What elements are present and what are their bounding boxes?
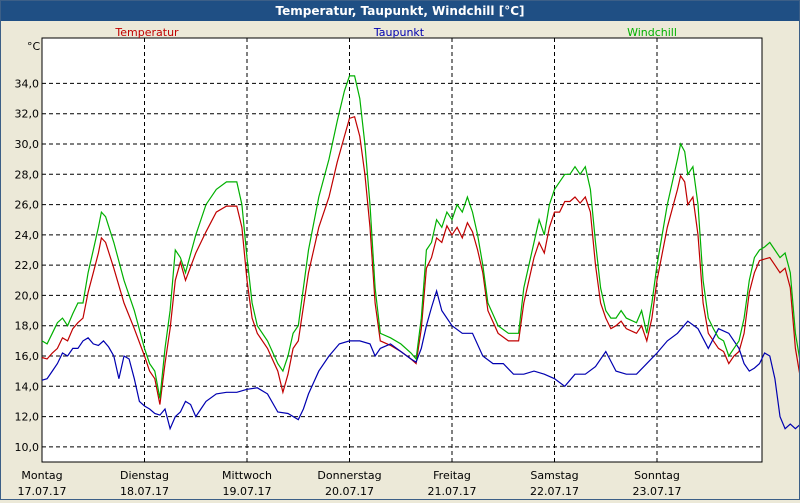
plot-background: [41, 37, 763, 463]
x-tick-day: Mittwoch: [222, 469, 272, 482]
legend-item-temperatur: Temperatur: [114, 26, 179, 39]
legend-item-windchill: Windchill: [627, 26, 677, 39]
x-tick-day: Donnerstag: [317, 469, 381, 482]
grid-lines: [42, 38, 762, 462]
x-tick-date: 22.07.17: [530, 485, 579, 498]
y-tick-label: 24,0: [15, 229, 40, 242]
y-tick-label: 10,0: [15, 441, 40, 454]
y-axis-unit-label: °C: [27, 40, 41, 53]
y-tick-label: 34,0: [15, 77, 40, 90]
x-tick-date: 17.07.17: [18, 485, 67, 498]
window-title: Temperatur, Taupunkt, Windchill [°C]: [1, 1, 799, 21]
x-tick-day: Freitag: [433, 469, 471, 482]
chart-svg: 10,0 12,0 14,0 16,0 18,0 20,0 22,0 24,0 26,0 28,0…: [15, 26, 800, 498]
x-tick-date: 18.07.17: [120, 485, 169, 498]
y-tick-label: 26,0: [15, 199, 40, 212]
series-line-temperatur: [41, 115, 800, 405]
x-tick-date: 20.07.17: [325, 485, 374, 498]
x-tick-day: Montag: [21, 469, 62, 482]
y-axis-ticks: 10,0 12,0 14,0 16,0 18,0 20,0 22,0 24,0 26,0 28,0…: [15, 77, 40, 453]
y-tick-label: 16,0: [15, 350, 40, 363]
chart-area: 10,0 12,0 14,0 16,0 18,0 20,0 22,0 24,0 26,0 28,0…: [1, 21, 800, 499]
y-tick-label: 14,0: [15, 380, 40, 393]
y-tick-label: 12,0: [15, 411, 40, 424]
y-tick-label: 22,0: [15, 259, 40, 272]
y-tick-label: 18,0: [15, 320, 40, 333]
series-line-windchill: [41, 75, 800, 399]
y-tick-label: 20,0: [15, 289, 40, 302]
series-line-taupunkt: [41, 288, 800, 431]
window-title-text: Temperatur, Taupunkt, Windchill [°C]: [275, 4, 525, 18]
x-tick-day: Sonntag: [634, 469, 680, 482]
x-tick-date: 19.07.17: [223, 485, 272, 498]
y-tick-label: 28,0: [15, 168, 40, 181]
x-tick-date: 21.07.17: [428, 485, 477, 498]
y-tick-label: 32,0: [15, 108, 40, 121]
x-tick-date: 23.07.17: [633, 485, 682, 498]
x-tick-day: Dienstag: [120, 469, 169, 482]
x-axis-ticks: Montag 17.07.17 Dienstag 18.07.17 Mittwoch 19…: [18, 469, 682, 498]
x-tick-day: Samstag: [530, 469, 578, 482]
legend: Temperatur Taupunkt Windchill: [114, 26, 677, 39]
series-lines: [41, 75, 800, 431]
legend-item-taupunkt: Taupunkt: [373, 26, 425, 39]
y-tick-label: 30,0: [15, 138, 40, 151]
